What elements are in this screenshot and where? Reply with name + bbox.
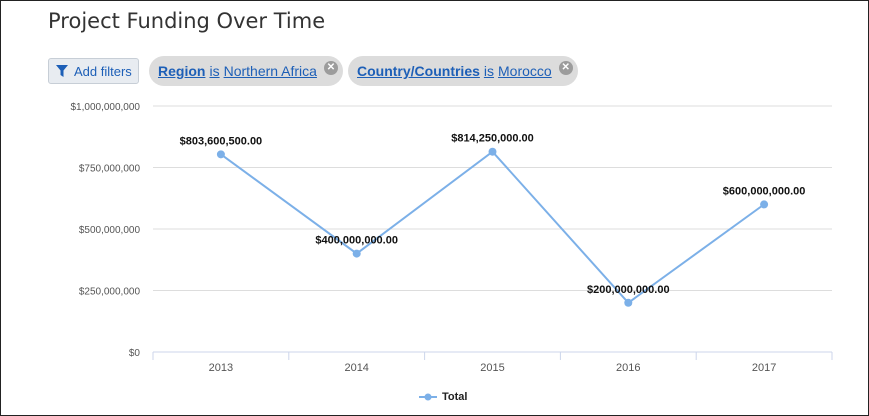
- filter-chip-region[interactable]: Region is Northern Africa ✕: [149, 56, 343, 86]
- filter-chip-country[interactable]: Country/Countries is Morocco ✕: [348, 56, 578, 86]
- data-point: [760, 200, 769, 209]
- y-tick-label: $250,000,000: [79, 287, 141, 298]
- data-label: $600,000,000.00: [723, 185, 806, 197]
- add-filters-label: Add filters: [74, 63, 132, 79]
- data-label: $803,600,500.00: [180, 135, 263, 147]
- x-tick-label: 2017: [752, 362, 776, 374]
- x-tick-label: 2014: [344, 362, 368, 374]
- data-label: $200,000,000.00: [587, 284, 670, 296]
- y-tick-label: $750,000,000: [79, 164, 141, 175]
- data-label: $400,000,000.00: [315, 235, 398, 247]
- data-point: [352, 249, 361, 258]
- filter-icon: [56, 65, 68, 77]
- legend[interactable]: Total: [419, 391, 467, 403]
- y-tick-label: $1,000,000,000: [70, 102, 140, 113]
- remove-filter-icon[interactable]: ✕: [558, 61, 573, 75]
- x-tick-label: 2016: [616, 362, 640, 374]
- chip-operator: is: [209, 63, 220, 79]
- legend-label: Total: [442, 391, 468, 403]
- chip-value: Morocco: [498, 63, 552, 79]
- chip-value: Northern Africa: [223, 63, 317, 79]
- add-filters-button[interactable]: Add filters: [48, 58, 139, 84]
- chip-field: Country/Countries: [357, 63, 480, 79]
- data-point: [488, 147, 497, 156]
- legend-marker-icon: [419, 393, 437, 401]
- y-tick-label: $0: [129, 348, 141, 359]
- chip-field: Region: [158, 63, 206, 79]
- series-line: [220, 150, 765, 305]
- chip-operator: is: [483, 63, 495, 79]
- chart-title: Project Funding Over Time: [48, 9, 326, 33]
- x-tick-label: 2015: [480, 362, 504, 374]
- data-point: [216, 150, 225, 159]
- y-tick-label: $500,000,000: [79, 225, 141, 236]
- x-tick-label: 2013: [209, 362, 233, 374]
- data-label: $814,250,000.00: [451, 133, 534, 145]
- remove-filter-icon[interactable]: ✕: [323, 61, 338, 75]
- data-point: [624, 298, 633, 307]
